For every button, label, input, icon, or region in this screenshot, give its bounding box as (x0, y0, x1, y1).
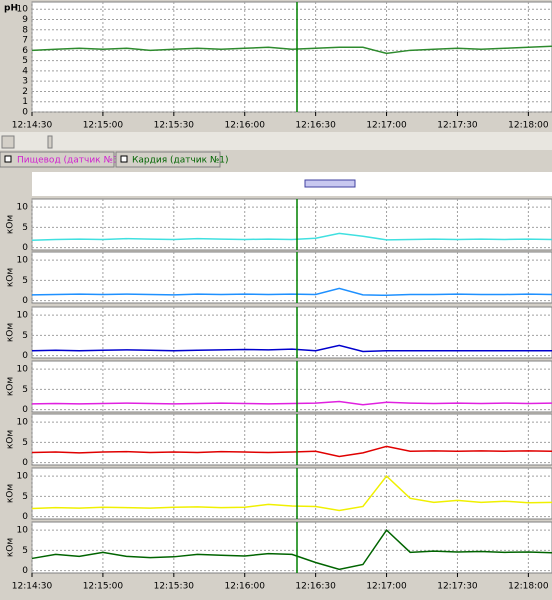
y-axis-label: кОм (6, 484, 16, 503)
y-tick-label: 0 (22, 566, 28, 576)
y-tick-label: 10 (17, 365, 29, 375)
tab-label: Пищевод (датчик №3) (17, 156, 122, 166)
y-axis-label: кОм (6, 323, 16, 342)
tab-checkbox[interactable] (120, 155, 128, 163)
x-tick-label: 12:14:30 (12, 121, 53, 131)
x-tick-label: 12:17:00 (366, 582, 407, 592)
y-tick-label: 0 (22, 512, 28, 522)
x-tick-label: 12:15:30 (154, 121, 195, 131)
y-tick-label: 5 (22, 546, 28, 556)
x-tick-label: 12:18:00 (508, 582, 549, 592)
x-tick-label: 12:15:00 (83, 582, 124, 592)
tab-label: Кардия (датчик №1) (132, 156, 229, 166)
x-tick-label: 12:15:00 (83, 121, 124, 131)
y-tick-label: 1 (22, 97, 28, 107)
y-axis-label: кОм (6, 268, 16, 287)
data-line (31, 45, 552, 55)
y-axis-label: pH (4, 4, 18, 14)
y-tick-label: 4 (22, 66, 28, 76)
y-tick-label: 10 (17, 256, 29, 266)
y-tick-label: 10 (17, 5, 29, 15)
y-tick-label: 10 (17, 311, 29, 321)
event-marker (304, 179, 356, 188)
y-tick-label: 0 (22, 108, 28, 118)
y-tick-label: 7 (22, 36, 28, 46)
event-strip (32, 172, 552, 196)
data-line (31, 400, 552, 406)
y-tick-label: 10 (17, 203, 29, 213)
y-tick-label: 5 (22, 223, 28, 233)
y-tick-label: 10 (17, 526, 29, 536)
x-tick-label: 12:17:00 (366, 121, 407, 131)
y-axis-label: кОм (6, 215, 16, 234)
x-tick-label: 12:14:30 (12, 582, 53, 592)
y-tick-label: 5 (22, 56, 28, 66)
y-tick-label: 0 (22, 351, 28, 361)
plot-area (31, 1, 552, 113)
y-axis-label: кОм (6, 430, 16, 449)
y-tick-label: 5 (22, 492, 28, 502)
y-tick-label: 5 (22, 331, 28, 341)
y-tick-label: 0 (22, 458, 28, 468)
data-line (31, 344, 552, 353)
x-tick-label: 12:18:00 (508, 121, 549, 131)
x-tick-label: 12:16:30 (295, 121, 336, 131)
y-tick-label: 2 (22, 87, 28, 97)
y-tick-label: 0 (22, 243, 28, 253)
y-tick-label: 5 (22, 385, 28, 395)
data-line (31, 445, 552, 458)
y-tick-label: 10 (17, 418, 29, 428)
data-line (31, 232, 552, 242)
x-tick-label: 12:15:30 (154, 582, 195, 592)
x-tick-label: 12:16:30 (295, 582, 336, 592)
y-tick-label: 6 (22, 46, 28, 56)
scrollbar[interactable] (0, 132, 552, 150)
y-tick-label: 5 (22, 438, 28, 448)
y-tick-label: 8 (22, 25, 28, 35)
y-tick-label: 9 (22, 15, 28, 25)
x-tick-label: 12:17:30 (437, 121, 478, 131)
y-tick-label: 10 (17, 472, 29, 482)
y-axis-label: кОм (6, 377, 16, 396)
data-line (31, 474, 552, 512)
y-tick-label: 0 (22, 405, 28, 415)
tab-checkbox[interactable] (4, 155, 12, 163)
x-tick-label: 12:16:00 (225, 121, 266, 131)
scroll-left-button[interactable] (1, 135, 15, 149)
tab[interactable] (0, 151, 115, 168)
y-tick-label: 0 (22, 296, 28, 306)
scroll-thumb[interactable] (47, 135, 53, 149)
y-tick-label: 5 (22, 276, 28, 286)
data-line (31, 528, 552, 571)
y-tick-label: 3 (22, 77, 28, 87)
tab[interactable] (115, 151, 221, 168)
x-tick-label: 12:17:30 (437, 582, 478, 592)
x-tick-label: 12:16:00 (225, 582, 266, 592)
data-line (31, 287, 552, 297)
y-axis-label: кОм (6, 538, 16, 557)
